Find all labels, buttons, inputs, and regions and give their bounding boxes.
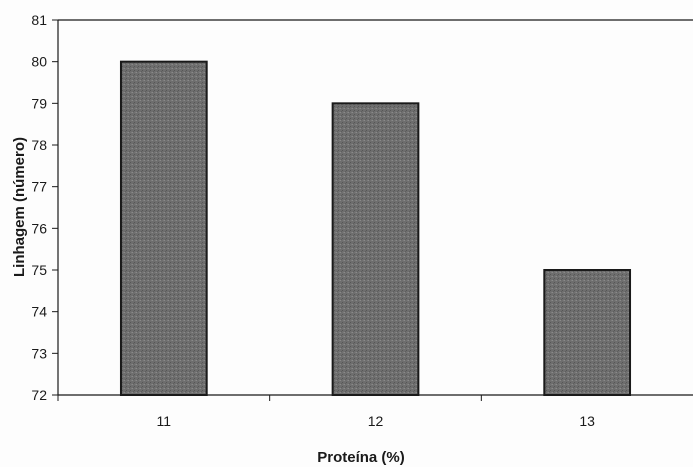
x-tick-label: 11 [157, 413, 172, 429]
bars [119, 60, 632, 397]
y-tick-label: 80 [31, 54, 47, 70]
y-tick-label: 77 [31, 179, 47, 195]
y-tick-label: 73 [31, 345, 47, 361]
y-tick-label: 75 [31, 262, 47, 278]
y-tick-label: 78 [31, 137, 47, 153]
x-axis: 11 12 13 [57, 394, 693, 429]
x-axis-title: Proteína (%) [317, 449, 405, 466]
y-tick-label: 76 [31, 220, 47, 236]
x-tick-label: 13 [579, 413, 595, 429]
bar-11 [119, 60, 208, 397]
x-tick-label: 12 [368, 413, 384, 429]
bar-13 [543, 269, 632, 396]
y-tick-label: 81 [31, 12, 47, 28]
y-tick-label: 79 [31, 95, 47, 111]
y-tick-label: 72 [31, 387, 47, 403]
bar-12 [331, 102, 420, 396]
y-tick-label: 74 [31, 304, 47, 320]
y-axis-title: Linhagem (número) [11, 137, 28, 277]
y-axis: 72 73 74 75 76 77 78 79 80 81 [31, 12, 59, 403]
